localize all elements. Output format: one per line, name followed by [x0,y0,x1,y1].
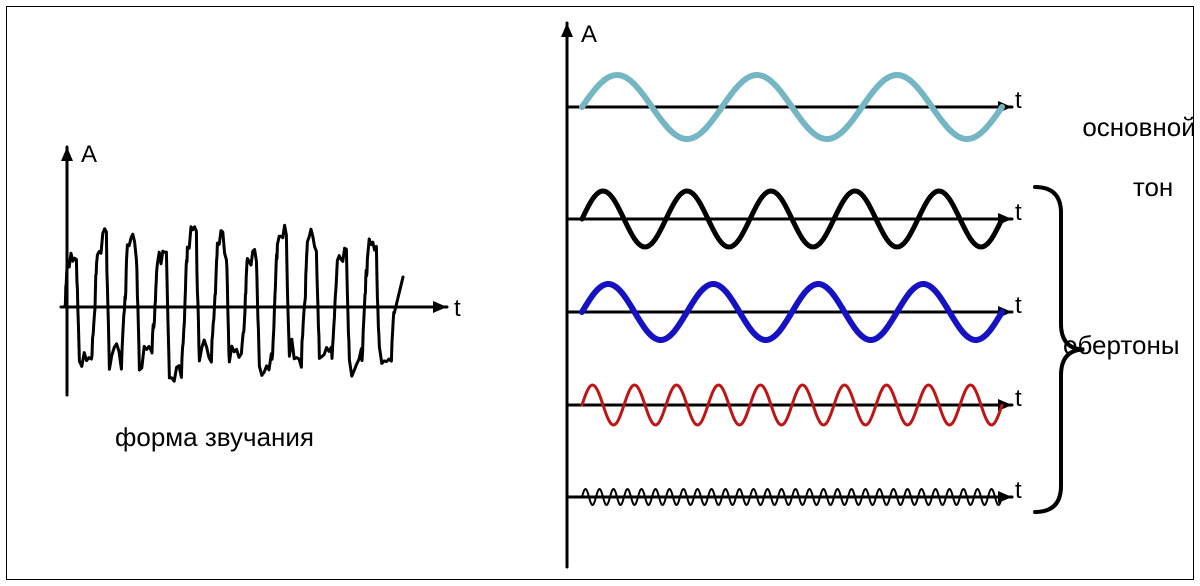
t-label-5: t [1015,477,1022,505]
diagram-stage: A t A t t t t t форма звучания основной … [7,7,1193,579]
right-y-axis-label: A [581,21,597,49]
overtones-caption: обертоны [1063,331,1180,361]
t-label-2: t [1015,199,1022,227]
basic-tone-line2: тон [1105,172,1173,202]
basic-tone-caption: основной тон [1039,83,1196,232]
left-x-axis-label: t [454,295,461,323]
t-label-1: t [1015,87,1022,115]
basic-tone-line1: основной [1082,112,1195,142]
left-caption: форма звучания [115,423,314,453]
t-label-4: t [1015,385,1022,413]
left-y-axis-label: A [81,141,97,169]
t-label-3: t [1015,292,1022,320]
